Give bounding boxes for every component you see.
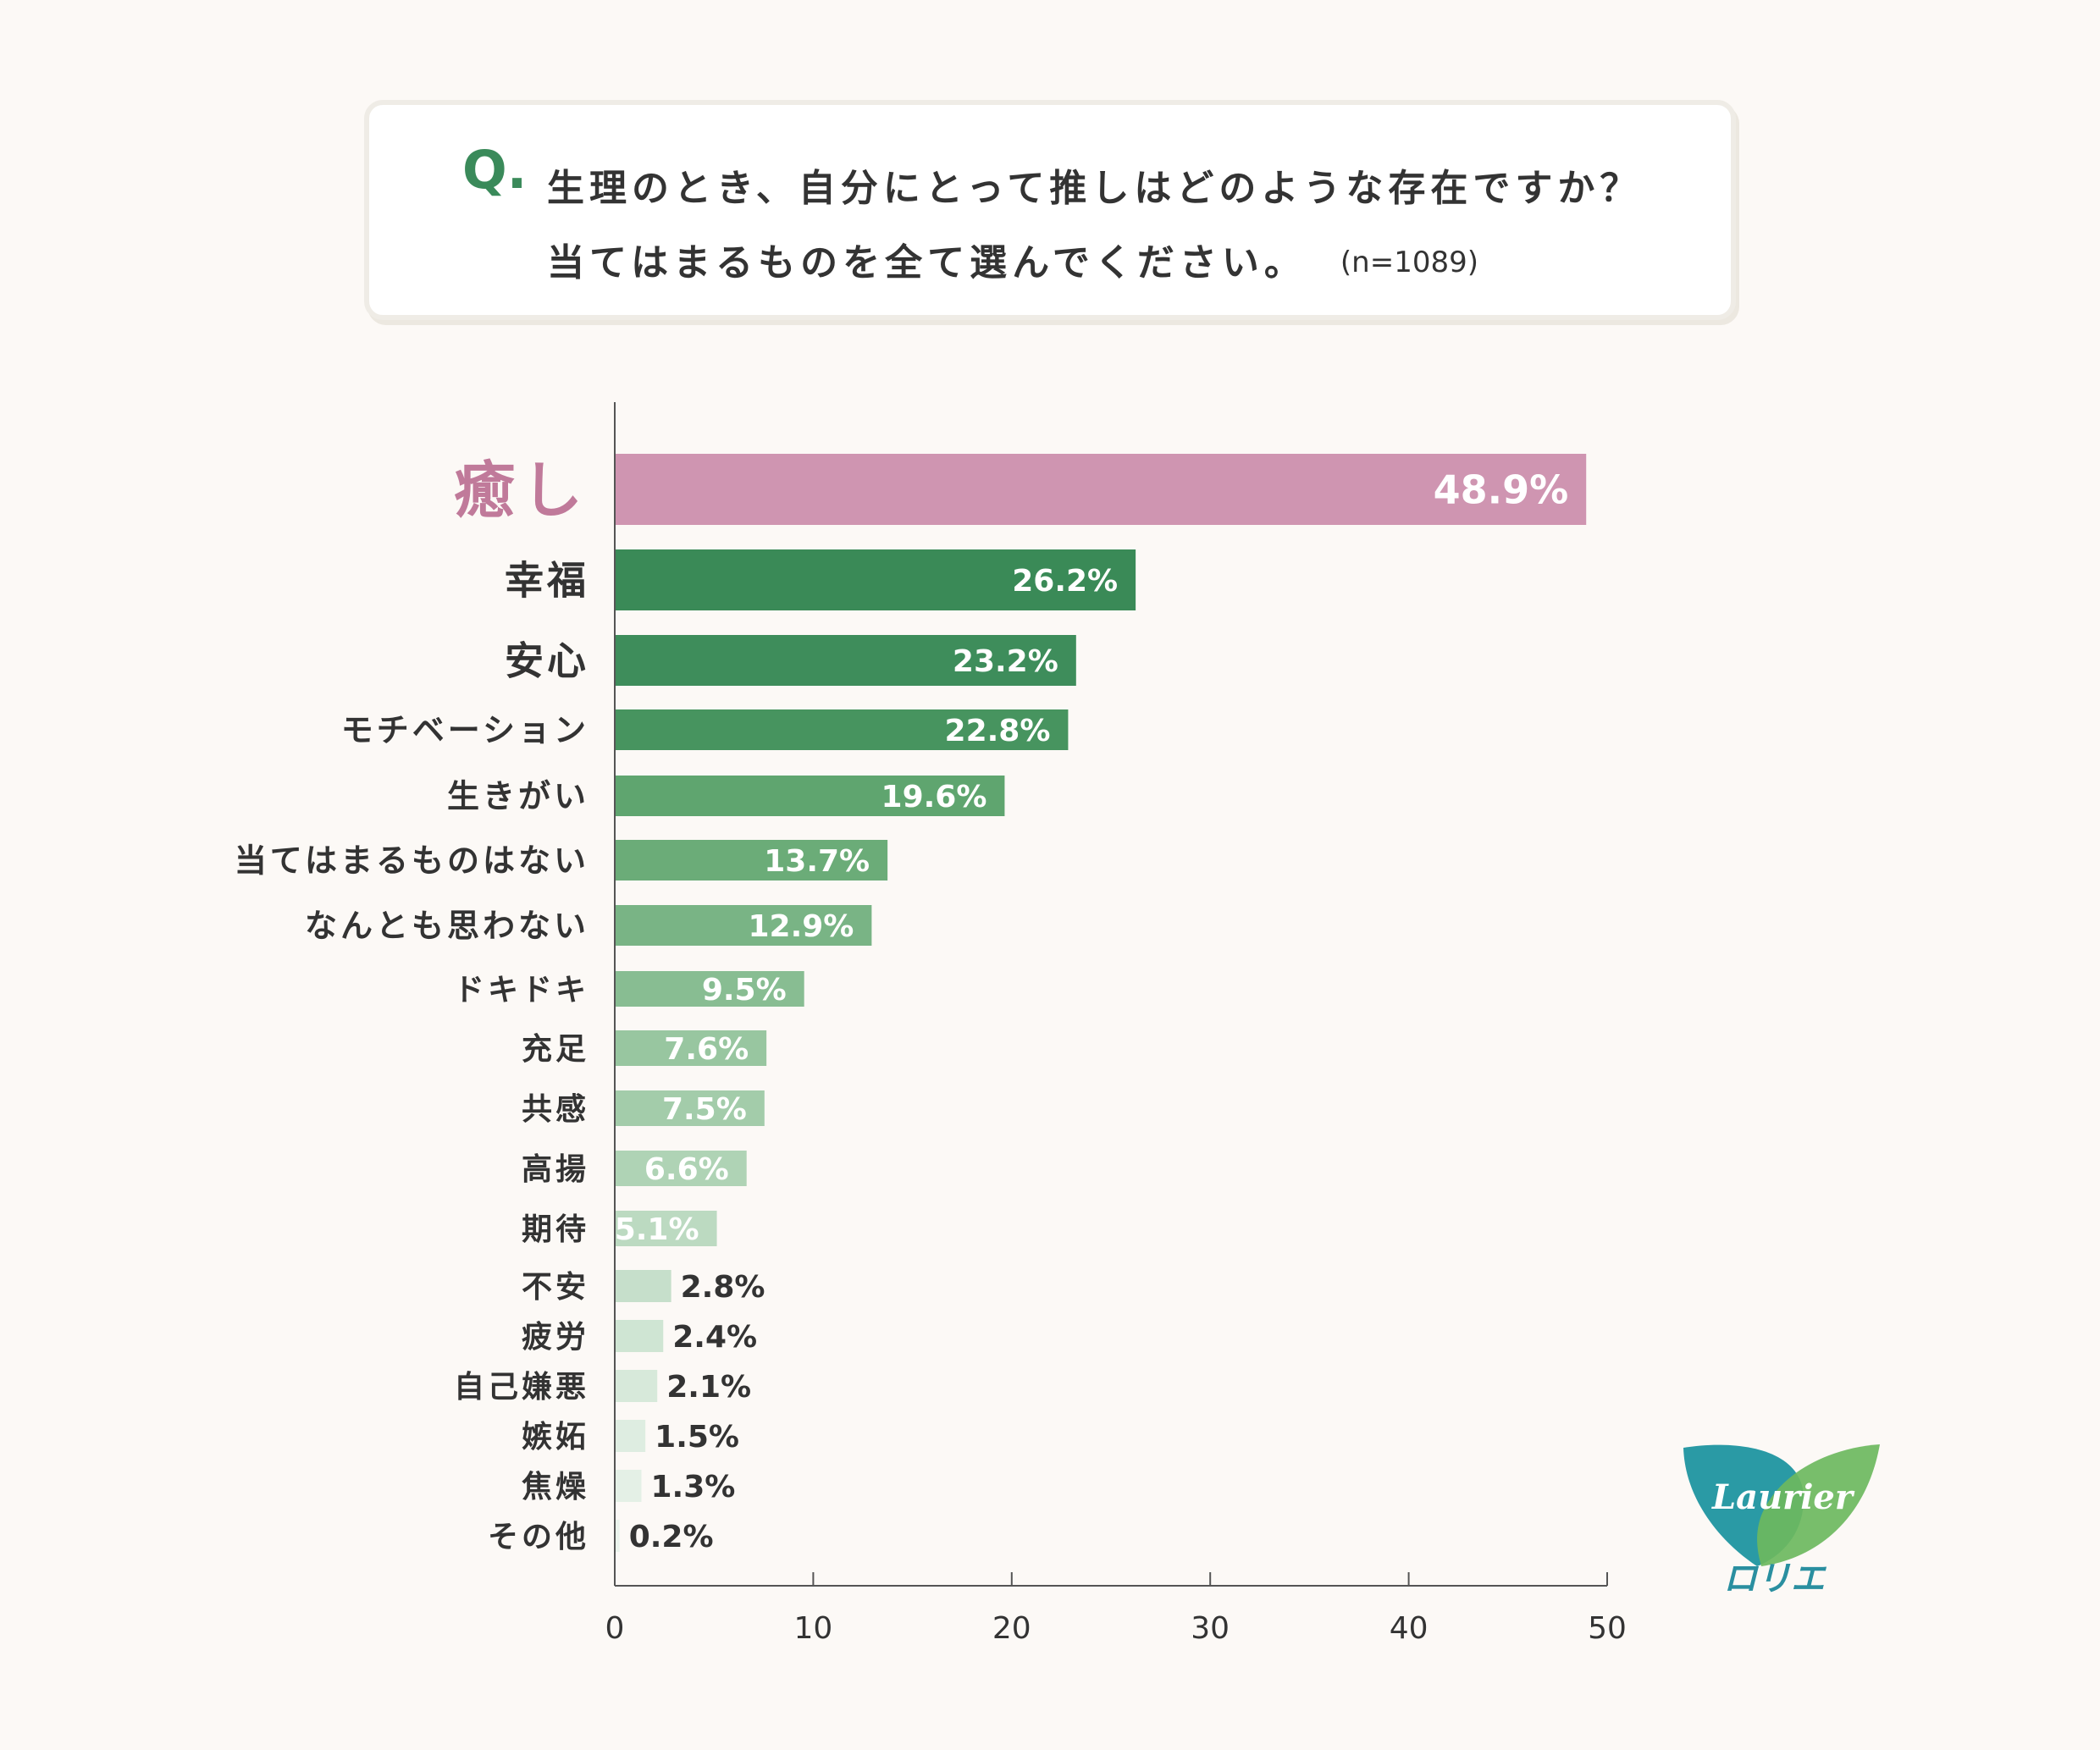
question-line-2-text: 当てはまるものを全て選んでください。 xyxy=(547,241,1307,284)
category-label: 高揚 xyxy=(522,1152,589,1187)
category-label: ドキドキ xyxy=(454,973,589,1007)
laurier-logo: Laurier ロリエ xyxy=(1683,1444,1880,1598)
category-label: 当てはまるものはない xyxy=(235,842,589,880)
question-mark: Q. xyxy=(462,139,528,201)
x-tick-label: 10 xyxy=(793,1611,832,1646)
data-label: 12.9% xyxy=(748,909,854,944)
bar xyxy=(616,1090,765,1126)
logo-katakana-text: ロリエ xyxy=(1723,1560,1827,1598)
category-label: 癒し xyxy=(454,455,589,526)
category-label: 自己嫌悪 xyxy=(454,1370,589,1405)
x-tick-label: 20 xyxy=(992,1611,1031,1646)
category-label: モチベーション xyxy=(341,712,589,749)
data-label: 6.6% xyxy=(644,1152,729,1187)
bar xyxy=(616,776,1005,816)
bar xyxy=(616,1151,747,1186)
bar xyxy=(616,635,1076,686)
data-label: 19.6% xyxy=(881,780,987,814)
bar xyxy=(616,1470,642,1502)
category-label: 幸福 xyxy=(505,558,589,604)
category-label: 充足 xyxy=(522,1032,589,1067)
data-label: 1.5% xyxy=(655,1420,739,1455)
question-box: Q. 生理のとき、自分にとって推しはどのような存在ですか？ 当てはまるものを全て… xyxy=(364,100,1736,320)
category-label: 不安 xyxy=(522,1270,589,1305)
data-label: 1.3% xyxy=(650,1470,735,1504)
bar xyxy=(616,454,1587,525)
category-label: その他 xyxy=(488,1520,589,1554)
question-line-1: 生理のとき、自分にとって推しはどのような存在ですか？ xyxy=(547,167,1643,210)
x-tick-label: 50 xyxy=(1588,1611,1627,1646)
data-label: 7.6% xyxy=(664,1032,749,1067)
data-label: 2.1% xyxy=(666,1370,751,1405)
category-label: 生きがい xyxy=(447,778,589,815)
data-label: 2.8% xyxy=(681,1270,765,1305)
bar xyxy=(616,1211,717,1246)
category-label: 安心 xyxy=(505,638,589,684)
bar xyxy=(616,1520,620,1552)
sample-size: (n=1089) xyxy=(1340,246,1479,279)
data-label: 13.7% xyxy=(764,844,870,879)
bar xyxy=(616,1270,671,1302)
bar xyxy=(616,971,804,1007)
category-label: 焦燥 xyxy=(522,1470,589,1504)
bar xyxy=(616,840,888,881)
bar xyxy=(616,1320,664,1352)
data-label: 5.1% xyxy=(615,1212,699,1247)
x-tick-label: 0 xyxy=(605,1611,625,1646)
bar xyxy=(616,1030,767,1066)
x-tick-label: 30 xyxy=(1191,1611,1230,1646)
bar xyxy=(616,709,1069,750)
data-label: 26.2% xyxy=(1012,564,1118,599)
logo-brand-text: Laurier xyxy=(1711,1477,1855,1517)
data-label: 2.4% xyxy=(672,1320,757,1355)
bar xyxy=(616,549,1136,610)
data-label: 23.2% xyxy=(953,644,1058,679)
category-label: 疲労 xyxy=(522,1320,589,1355)
category-label: 期待 xyxy=(522,1212,589,1247)
logo-leaf-green xyxy=(1757,1444,1880,1566)
data-label: 9.5% xyxy=(702,973,787,1007)
data-label: 7.5% xyxy=(662,1092,747,1127)
bar xyxy=(616,1370,658,1402)
category-label: 共感 xyxy=(522,1092,589,1127)
x-tick-label: 40 xyxy=(1390,1611,1429,1646)
data-label: 0.2% xyxy=(629,1520,714,1554)
data-label: 22.8% xyxy=(945,714,1051,748)
data-label: 48.9% xyxy=(1434,467,1569,513)
category-label: なんとも思わない xyxy=(305,908,589,945)
question-line-2: 当てはまるものを全て選んでください。 (n=1089) xyxy=(547,232,1478,286)
category-label: 嫉妬 xyxy=(522,1420,589,1455)
bar xyxy=(616,1420,646,1452)
bar xyxy=(616,905,872,946)
